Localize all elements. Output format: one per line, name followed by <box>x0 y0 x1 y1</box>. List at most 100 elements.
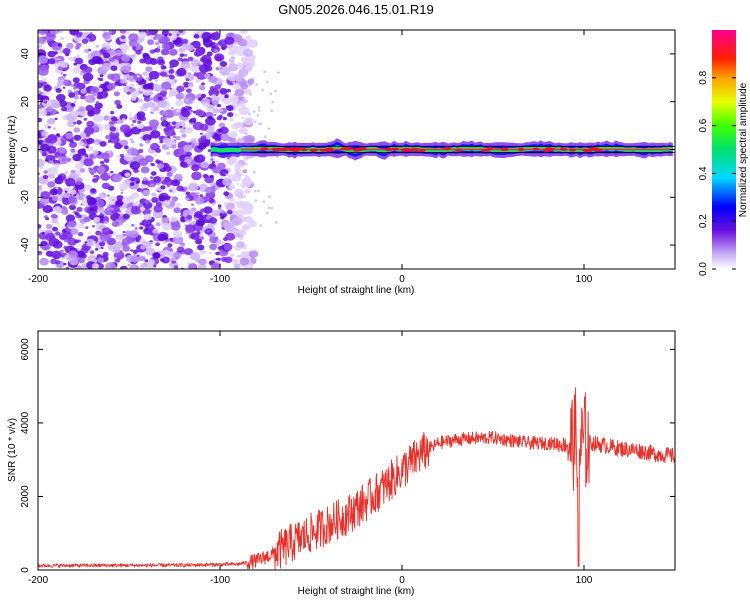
noise-speckle <box>204 187 212 193</box>
noise-speckle <box>38 224 42 229</box>
noise-speckle <box>164 178 174 186</box>
noise-speckle <box>169 59 180 68</box>
noise-speckle <box>38 165 44 170</box>
noise-speckle <box>144 199 150 204</box>
noise-speckle <box>138 157 149 167</box>
noise-speckle <box>210 74 214 77</box>
noise-speckle <box>136 123 144 129</box>
noise-speckle <box>205 117 216 126</box>
noise-speckle <box>56 133 60 137</box>
noise-speckle <box>247 217 251 220</box>
noise-speckle <box>75 54 81 59</box>
noise-speckle <box>61 257 65 260</box>
colorbar-tick-label: 0.8 <box>698 70 709 84</box>
noise-speckle <box>110 73 121 82</box>
noise-speckle <box>131 124 134 126</box>
noise-speckle <box>109 207 115 211</box>
noise-speckle <box>161 217 170 224</box>
snr-series-line <box>38 387 675 570</box>
noise-speckle <box>99 74 104 78</box>
noise-speckle <box>136 114 144 121</box>
noise-speckle <box>179 128 186 134</box>
noise-speckle <box>191 171 202 181</box>
noise-speckle <box>268 195 271 198</box>
noise-speckle <box>132 53 137 57</box>
noise-speckle <box>244 88 252 95</box>
noise-speckle <box>208 198 215 203</box>
noise-speckle <box>228 49 236 56</box>
noise-speckle <box>185 44 195 52</box>
noise-speckle <box>107 139 112 143</box>
noise-speckle <box>134 227 138 230</box>
noise-speckle <box>169 87 172 90</box>
noise-speckle <box>229 253 235 258</box>
noise-speckle <box>129 83 135 88</box>
noise-speckle <box>121 237 132 246</box>
noise-speckle <box>114 257 117 260</box>
spectrogram-y-ticks: -40 -20 0 20 40 <box>20 48 675 252</box>
noise-speckle <box>148 91 154 96</box>
noise-speckle <box>59 249 64 253</box>
noise-speckle <box>85 145 89 149</box>
noise-speckle <box>262 200 266 203</box>
noise-speckle <box>184 248 194 256</box>
noise-speckle <box>248 205 255 210</box>
noise-speckle <box>234 163 242 169</box>
noise-speckle <box>106 221 109 224</box>
noise-speckle <box>181 109 191 118</box>
band-peak <box>260 147 269 151</box>
noise-speckle <box>212 100 219 106</box>
noise-speckle <box>215 108 219 111</box>
noise-speckle <box>88 167 93 171</box>
noise-speckle <box>70 103 76 107</box>
noise-speckle <box>210 158 214 161</box>
noise-speckle <box>194 48 204 57</box>
colorbar-gradient <box>712 30 736 269</box>
noise-speckle <box>119 183 129 191</box>
noise-speckle <box>188 106 192 110</box>
noise-speckle <box>149 176 154 179</box>
noise-speckle <box>202 38 213 47</box>
noise-speckle <box>61 176 66 181</box>
y-tick-label: 4000 <box>20 411 31 434</box>
noise-speckle <box>160 48 170 56</box>
noise-speckle <box>145 66 153 72</box>
noise-speckle <box>38 185 43 191</box>
noise-speckle <box>74 162 84 170</box>
colorbar-tick-label: 0.4 <box>698 166 709 180</box>
noise-speckle <box>38 30 49 35</box>
noise-speckle <box>201 82 205 86</box>
noise-speckle <box>112 199 115 201</box>
noise-speckle <box>155 242 161 247</box>
noise-speckle <box>67 237 77 246</box>
band-peak <box>278 147 289 152</box>
noise-speckle <box>45 223 53 230</box>
noise-speckle <box>178 30 184 33</box>
noise-speckle <box>142 177 148 182</box>
noise-speckle <box>82 72 94 82</box>
noise-speckle <box>57 43 62 47</box>
noise-speckle <box>191 117 196 121</box>
noise-speckle <box>47 125 51 129</box>
band-peak <box>289 147 296 151</box>
noise-speckle <box>161 256 171 264</box>
noise-speckle <box>261 88 265 92</box>
noise-speckle <box>253 189 257 193</box>
noise-speckle <box>61 62 68 68</box>
noise-speckle <box>122 196 132 205</box>
noise-speckle <box>150 162 155 166</box>
noise-speckle <box>38 90 42 94</box>
noise-speckle <box>244 134 256 144</box>
noise-speckle <box>256 114 260 117</box>
noise-speckle <box>233 122 242 129</box>
noise-speckle <box>45 32 56 41</box>
noise-speckle <box>245 35 252 41</box>
noise-speckle <box>207 230 210 233</box>
noise-speckle <box>103 52 111 59</box>
noise-speckle <box>52 226 58 232</box>
noise-speckle <box>164 195 171 201</box>
noise-speckle <box>171 107 174 110</box>
noise-speckle <box>212 108 220 114</box>
noise-speckle <box>219 66 231 76</box>
